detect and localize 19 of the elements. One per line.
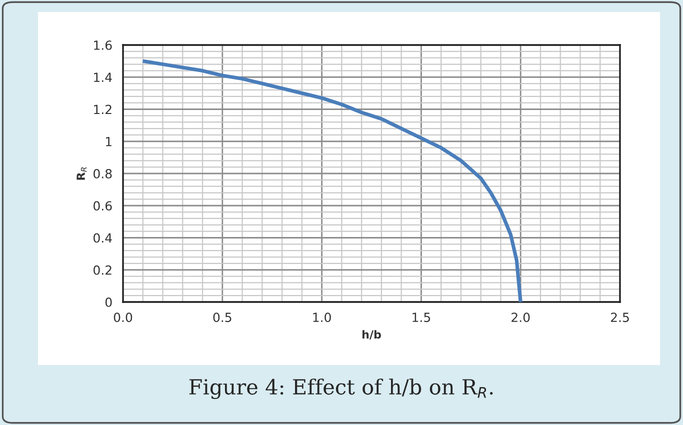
y-tick-label: 0 — [105, 297, 112, 307]
x-tick-label: 2.5 — [610, 312, 629, 322]
y-tick-label: 1.4 — [94, 72, 112, 82]
y-axis-title: R$_{R}$ — [76, 167, 87, 180]
y-tick-label: 1.6 — [94, 40, 112, 50]
x-axis-title: h/b — [362, 330, 381, 340]
y-tick-label: 0.8 — [94, 168, 112, 178]
y-tick-label: 0.4 — [94, 233, 112, 243]
y-tick-label: 0.6 — [94, 201, 112, 211]
x-tick-label: 0.0 — [114, 312, 132, 322]
x-tick-label: 2.0 — [512, 312, 530, 322]
y-tick-label: 1.2 — [94, 104, 112, 114]
x-tick-label: 1.5 — [412, 312, 430, 322]
y-tick-label: 1 — [106, 137, 112, 146]
y-tick-label: 0.2 — [94, 265, 112, 275]
caption: Figure 4: Effect of h/b on R$_{R}$. — [189, 378, 493, 400]
line-series — [141, 59, 522, 302]
x-tick-label: 0.5 — [213, 312, 232, 322]
x-tick-label: 1.0 — [313, 312, 331, 322]
